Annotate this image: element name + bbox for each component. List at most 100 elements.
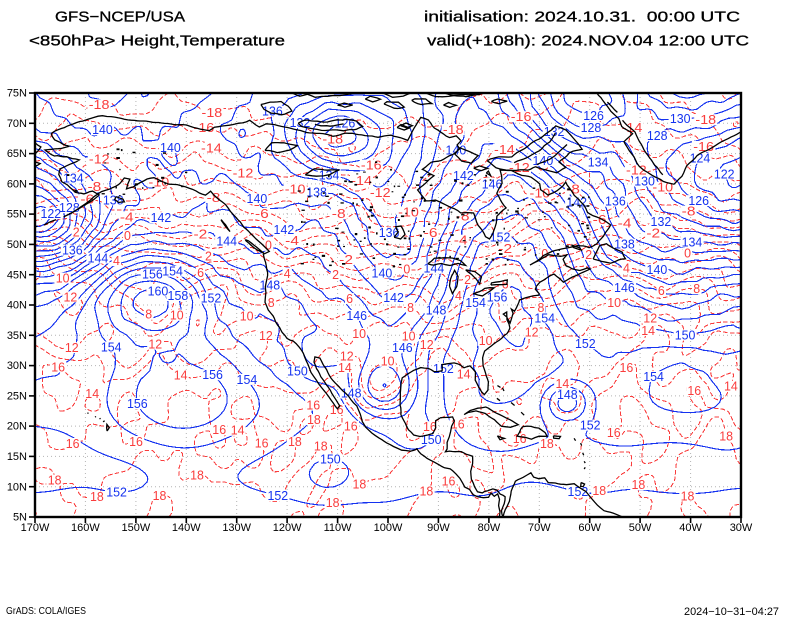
svg-text:18: 18 xyxy=(632,477,646,492)
svg-text:132: 132 xyxy=(651,214,672,229)
svg-text:18: 18 xyxy=(592,483,606,498)
svg-text:152: 152 xyxy=(580,418,601,433)
svg-text:152: 152 xyxy=(490,230,511,245)
svg-text:134: 134 xyxy=(63,171,84,186)
svg-text:70N: 70N xyxy=(7,118,27,130)
svg-text:10: 10 xyxy=(240,309,254,324)
svg-text:150: 150 xyxy=(320,451,341,466)
svg-text:-4: -4 xyxy=(120,209,134,224)
svg-text:142: 142 xyxy=(453,168,474,183)
svg-text:156: 156 xyxy=(127,396,148,411)
svg-text:142: 142 xyxy=(566,194,587,209)
svg-text:-14: -14 xyxy=(494,142,515,157)
svg-text:148: 148 xyxy=(557,387,578,402)
svg-text:-10: -10 xyxy=(530,186,551,201)
svg-text:2: 2 xyxy=(205,248,212,263)
svg-text:12: 12 xyxy=(643,311,657,326)
svg-text:138: 138 xyxy=(614,237,635,252)
svg-text:14: 14 xyxy=(174,368,188,383)
svg-text:2: 2 xyxy=(73,225,80,240)
svg-text:8: 8 xyxy=(145,307,152,322)
svg-text:-8: -8 xyxy=(332,206,346,221)
svg-text:50W: 50W xyxy=(629,522,652,534)
svg-text:4: 4 xyxy=(284,266,291,281)
svg-text:70W: 70W xyxy=(528,522,551,534)
svg-text:126: 126 xyxy=(335,115,356,130)
svg-text:-18: -18 xyxy=(89,97,110,112)
svg-text:14: 14 xyxy=(338,360,352,375)
svg-text:14: 14 xyxy=(724,379,738,394)
svg-text:146: 146 xyxy=(392,340,413,355)
svg-text:10: 10 xyxy=(479,333,493,348)
svg-text:16: 16 xyxy=(620,360,634,375)
svg-text:138: 138 xyxy=(306,184,327,199)
svg-text:160W: 160W xyxy=(71,522,100,534)
svg-text:4: 4 xyxy=(455,288,462,303)
svg-text:144: 144 xyxy=(88,250,109,265)
svg-text:16: 16 xyxy=(423,419,437,434)
svg-text:140W: 140W xyxy=(172,522,201,534)
svg-text:15N: 15N xyxy=(7,451,27,463)
svg-text:18: 18 xyxy=(540,436,554,451)
svg-text:146: 146 xyxy=(614,280,635,295)
svg-text:154: 154 xyxy=(534,310,555,325)
svg-text:140: 140 xyxy=(647,262,668,277)
svg-text:-18: -18 xyxy=(695,112,716,127)
svg-text:18: 18 xyxy=(719,428,733,443)
svg-text:154: 154 xyxy=(101,339,122,354)
svg-text:136: 136 xyxy=(605,194,626,209)
svg-text:142: 142 xyxy=(383,290,404,305)
svg-text:10: 10 xyxy=(381,354,395,369)
svg-text:2: 2 xyxy=(464,272,471,287)
svg-text:-12: -12 xyxy=(626,163,647,178)
svg-text:-12: -12 xyxy=(370,185,391,200)
svg-text:156: 156 xyxy=(487,289,508,304)
svg-text:45N: 45N xyxy=(7,269,27,281)
svg-text:16: 16 xyxy=(687,383,701,398)
svg-text:14: 14 xyxy=(556,376,570,391)
svg-text:90W: 90W xyxy=(427,522,450,534)
svg-text:GFS−NCEP/USA: GFS−NCEP/USA xyxy=(55,9,185,26)
svg-text:18: 18 xyxy=(288,434,302,449)
svg-text:14: 14 xyxy=(231,423,245,438)
svg-text:2: 2 xyxy=(332,267,339,282)
svg-text:60W: 60W xyxy=(578,522,601,534)
svg-text:152: 152 xyxy=(568,484,589,499)
svg-text:12: 12 xyxy=(259,328,273,343)
svg-text:110W: 110W xyxy=(324,522,353,534)
svg-text:154: 154 xyxy=(162,264,183,279)
svg-text:154: 154 xyxy=(237,372,258,387)
svg-text:16: 16 xyxy=(442,473,456,488)
svg-text:valid(+108h): 2024.NOV.04 12:0: valid(+108h): 2024.NOV.04 12:00 UTC xyxy=(427,34,749,50)
svg-text:150: 150 xyxy=(287,364,308,379)
svg-text:16: 16 xyxy=(330,402,344,417)
svg-text:-10: -10 xyxy=(285,182,306,197)
svg-text:10: 10 xyxy=(402,329,416,344)
svg-text:18: 18 xyxy=(353,477,367,492)
svg-text:4: 4 xyxy=(623,260,630,275)
svg-text:14: 14 xyxy=(457,367,471,382)
svg-text:146: 146 xyxy=(346,308,367,323)
svg-text:152: 152 xyxy=(267,488,288,503)
svg-text:14: 14 xyxy=(641,323,655,338)
svg-text:12: 12 xyxy=(420,337,434,352)
svg-text:152: 152 xyxy=(433,361,454,376)
svg-text:18: 18 xyxy=(307,412,321,427)
svg-text:148: 148 xyxy=(426,303,447,318)
svg-text:18: 18 xyxy=(314,439,328,454)
svg-text:-18: -18 xyxy=(443,122,464,137)
svg-text:80W: 80W xyxy=(478,522,501,534)
svg-text:-8: -8 xyxy=(566,181,580,196)
svg-text:-2: -2 xyxy=(194,227,208,242)
svg-text:16: 16 xyxy=(212,422,226,437)
svg-text:-14: -14 xyxy=(622,120,643,135)
svg-text:10: 10 xyxy=(607,295,621,310)
svg-text:10: 10 xyxy=(56,271,70,286)
svg-text:75N: 75N xyxy=(7,88,27,100)
svg-text:35N: 35N xyxy=(7,330,27,342)
svg-text:initialisation: 2024.10.31. 0: initialisation: 2024.10.31. 00:00 UTC xyxy=(424,10,740,26)
svg-text:50N: 50N xyxy=(7,239,27,251)
svg-text:152: 152 xyxy=(575,336,596,351)
svg-text:140: 140 xyxy=(533,153,554,168)
svg-text:10: 10 xyxy=(352,326,366,341)
